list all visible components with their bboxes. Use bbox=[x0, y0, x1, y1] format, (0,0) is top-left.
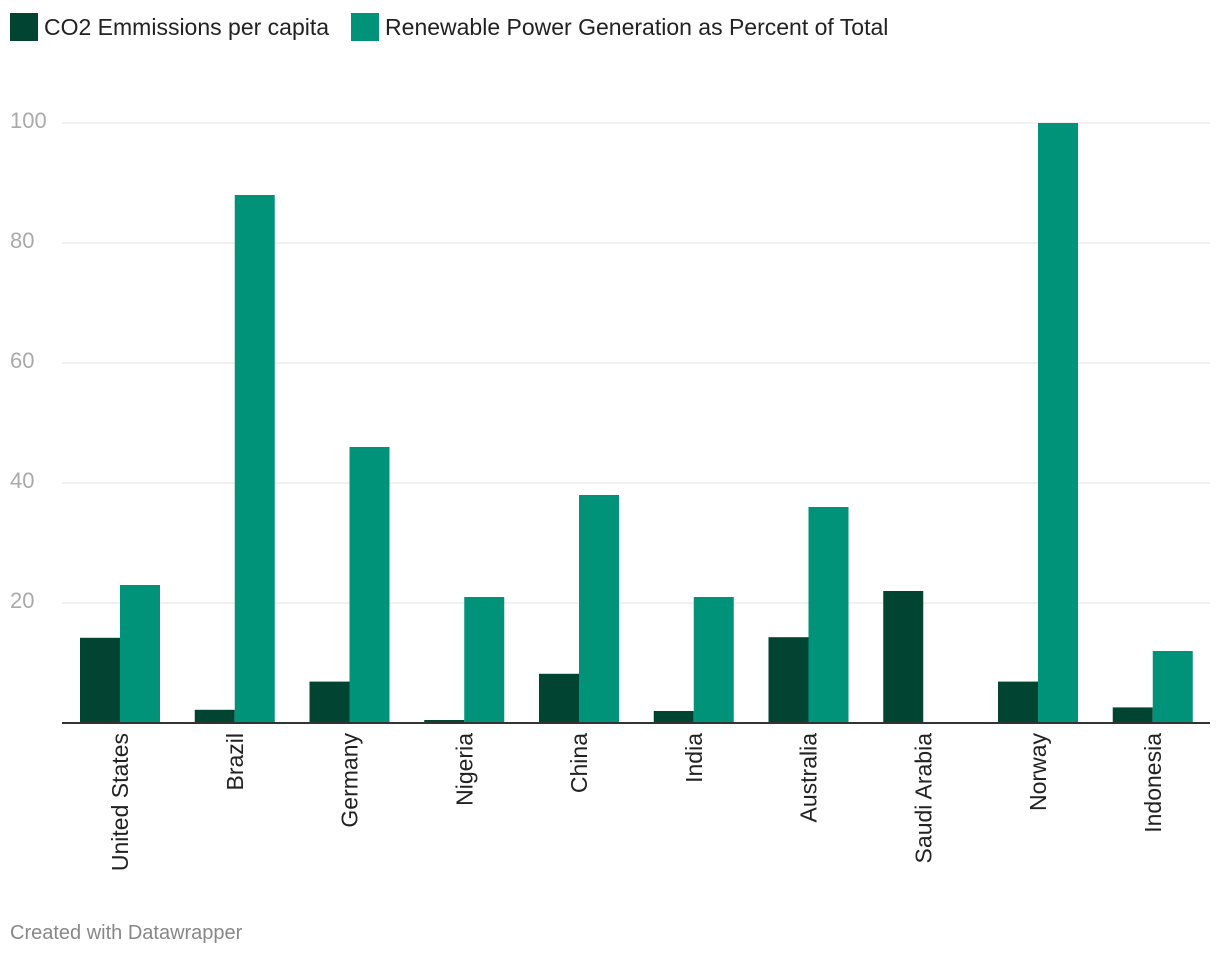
y-tick-label-40: 40 bbox=[10, 468, 34, 493]
bar-co2-australia bbox=[768, 637, 809, 723]
x-tick-label-united-states: United States bbox=[107, 733, 133, 871]
bar-co2-brazil bbox=[194, 709, 235, 723]
bar-co2-india bbox=[653, 711, 694, 723]
bar-renewable-germany bbox=[349, 447, 390, 723]
bar-co2-nigeria bbox=[424, 720, 465, 723]
legend-label-co2: CO2 Emmissions per capita bbox=[44, 13, 330, 40]
x-tick-label-nigeria: Nigeria bbox=[451, 733, 477, 806]
bar-co2-indonesia bbox=[1112, 707, 1153, 723]
bar-renewable-united-states bbox=[120, 585, 160, 723]
footer-credit: Created with Datawrapper bbox=[10, 922, 243, 944]
y-tick-label-100: 100 bbox=[10, 108, 47, 133]
bar-renewable-india bbox=[693, 597, 734, 723]
bar-co2-china bbox=[539, 673, 579, 723]
bar-renewable-australia bbox=[808, 507, 849, 723]
y-tick-label-80: 80 bbox=[10, 228, 34, 253]
bar-renewable-china bbox=[579, 495, 619, 723]
x-tick-label-brazil: Brazil bbox=[222, 733, 248, 791]
bar-co2-norway bbox=[998, 681, 1038, 723]
bar-renewable-indonesia bbox=[1152, 651, 1193, 723]
chart-legend: CO2 Emmissions per capita Renewable Powe… bbox=[10, 12, 888, 42]
legend-swatch-co2 bbox=[10, 13, 38, 41]
y-tick-label-20: 20 bbox=[10, 588, 34, 613]
x-tick-label-saudi-arabia: Saudi Arabia bbox=[910, 733, 936, 864]
legend-item-renewable: Renewable Power Generation as Percent of… bbox=[351, 13, 888, 41]
legend-label-renewable: Renewable Power Generation as Percent of… bbox=[385, 13, 889, 40]
bar-co2-united-states bbox=[80, 637, 120, 723]
bar-co2-germany bbox=[309, 681, 350, 723]
x-tick-label-china: China bbox=[566, 733, 592, 793]
bar-renewable-nigeria bbox=[464, 597, 505, 723]
legend-swatch-renewable bbox=[351, 13, 380, 41]
bar-renewable-norway bbox=[1038, 123, 1078, 723]
x-tick-label-india: India bbox=[681, 733, 707, 783]
x-tick-label-germany: Germany bbox=[337, 733, 363, 828]
legend-item-co2: CO2 Emmissions per capita bbox=[10, 13, 329, 41]
bar-renewable-brazil bbox=[234, 195, 275, 723]
x-tick-label-australia: Australia bbox=[796, 733, 822, 823]
bar-co2-saudi-arabia bbox=[883, 591, 924, 723]
x-tick-label-norway: Norway bbox=[1025, 733, 1051, 811]
x-tick-label-indonesia: Indonesia bbox=[1140, 733, 1166, 833]
y-tick-label-60: 60 bbox=[10, 348, 34, 373]
